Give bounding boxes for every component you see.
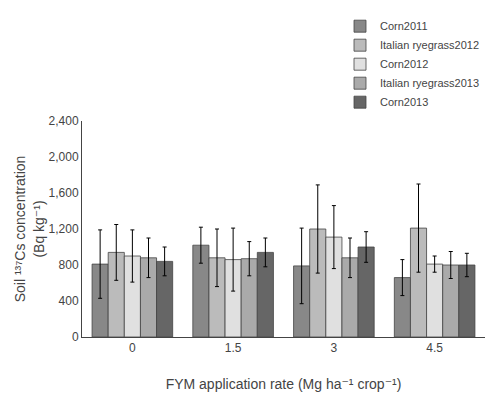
svg-text:Soil ¹³⁷Cs concentration(Bq kg: Soil ¹³⁷Cs concentration(Bq kg⁻¹) [12, 156, 46, 303]
svg-text:Corn2013: Corn2013 [380, 96, 428, 108]
svg-text:400: 400 [59, 294, 79, 308]
svg-text:3: 3 [331, 341, 338, 355]
svg-text:FYM application rate (Mg ha⁻¹: FYM application rate (Mg ha⁻¹ crop⁻¹) [166, 376, 402, 392]
svg-text:Corn2011: Corn2011 [380, 20, 428, 32]
svg-text:Corn2012: Corn2012 [380, 58, 428, 70]
svg-text:2,400: 2,400 [49, 114, 79, 128]
svg-text:4.5: 4.5 [426, 341, 443, 355]
svg-text:1,600: 1,600 [49, 186, 79, 200]
svg-text:0: 0 [129, 341, 136, 355]
svg-text:0: 0 [72, 330, 79, 344]
svg-text:Italian ryegrass2013: Italian ryegrass2013 [380, 77, 479, 89]
svg-text:800: 800 [59, 258, 79, 272]
svg-text:2,000: 2,000 [49, 150, 79, 164]
svg-text:1.5: 1.5 [225, 341, 242, 355]
svg-text:Italian ryegrass2012: Italian ryegrass2012 [380, 39, 479, 51]
svg-text:1,200: 1,200 [49, 222, 79, 236]
